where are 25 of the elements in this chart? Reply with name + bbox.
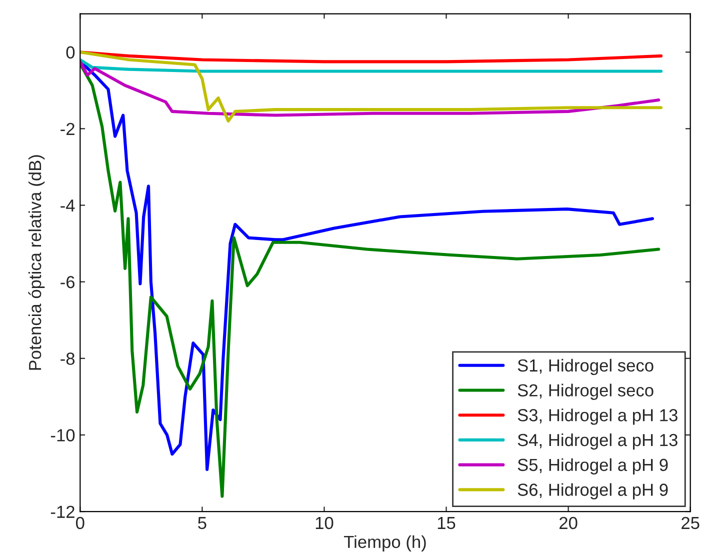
legend-label: S6, Hidrogel a pH 9: [518, 483, 668, 500]
y-tick-label: -12: [50, 506, 74, 518]
legend-label: S5, Hidrogel a pH 9: [518, 458, 668, 475]
y-tick-label: -8: [60, 352, 75, 365]
y-tick-label: -2: [60, 122, 74, 135]
legend-label: S2, Hidrogel seco: [518, 384, 654, 400]
legend-label: S4, Hidrogel a pH 13: [518, 433, 678, 450]
legend-label: S1, Hidrogel seco: [518, 358, 654, 376]
y-tick-label: -10: [50, 429, 75, 442]
y-tick-label: 0: [66, 46, 75, 59]
line-series: [80, 60, 660, 117]
y-tick-label: -4: [60, 200, 75, 212]
line-series: [80, 58, 663, 73]
x-tick-label: 0: [76, 516, 84, 530]
x-tick-label: 10: [316, 516, 334, 530]
x-axis-title: Tiempo (h): [344, 535, 426, 552]
legend-label: S3, Hidrogel a pH 13: [518, 408, 678, 425]
y-axis-title: Potencia óptica relativa (dB): [28, 155, 45, 370]
y-tick-label: -6: [60, 276, 75, 288]
x-tick-label: 20: [560, 516, 578, 530]
x-tick-label: 15: [438, 517, 456, 530]
line-series: [80, 50, 663, 123]
line-series: [80, 50, 663, 64]
x-tick-label: 25: [682, 516, 700, 530]
x-tick-label: 5: [198, 517, 206, 530]
